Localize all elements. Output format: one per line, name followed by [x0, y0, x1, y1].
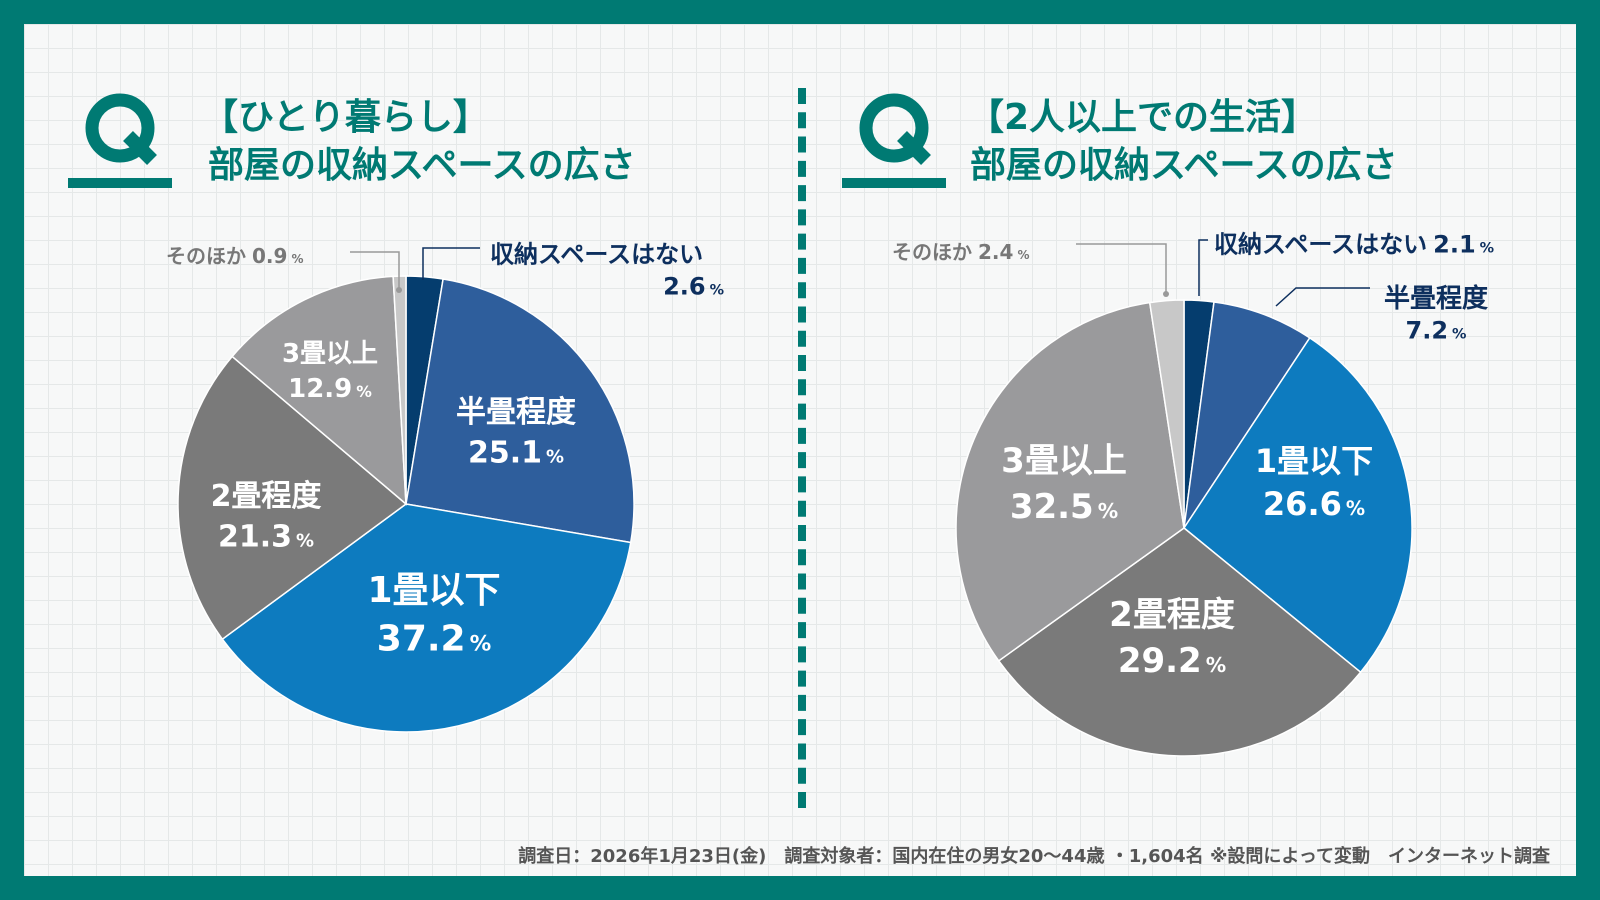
- pie-slice-2-5: [955, 301, 1185, 662]
- left-title-line2: 部屋の収納スペースの広さ: [208, 145, 636, 186]
- q-icon-left: Q: [68, 88, 172, 188]
- leader-line-2-2: [1275, 287, 1370, 307]
- slice-label-2-2: 半畳程度: [1384, 283, 1488, 314]
- slice-label-2-3: 1畳以下: [1255, 442, 1373, 480]
- infographic-frame: Q 【ひとり暮らし】 部屋の収納スペースの広さ Q 【2人以上での生活】 部屋の…: [24, 24, 1576, 876]
- slice-value-2-2: 7.2%: [1406, 316, 1467, 344]
- leader-dot-1-6: [396, 287, 402, 293]
- slice-label-1-5: 3畳以上: [282, 339, 378, 369]
- slice-label-2-1: 収納スペースはない: [1214, 230, 1427, 258]
- leader-line-2-1: [1198, 239, 1208, 296]
- slice-label-2-5: 3畳以上: [1001, 441, 1127, 481]
- pie-slice-1-5: [231, 275, 407, 506]
- right-title-line2: 部屋の収納スペースの広さ: [970, 145, 1398, 186]
- q-icon-right: Q: [842, 88, 946, 188]
- slice-label-1-2: 半畳程度: [456, 395, 576, 430]
- slice-label-1-4: 2畳程度: [211, 479, 322, 514]
- slice-value-2-1: 2.1%: [1433, 230, 1494, 258]
- slice-label-1-1: 収納スペースはない: [490, 240, 703, 268]
- pie-slice-1-3: [221, 503, 632, 733]
- pie-slice-2-3: [1183, 336, 1413, 674]
- slice-label-2-4: 2畳程度: [1109, 595, 1235, 635]
- slice-value-1-1: 2.6%: [663, 272, 724, 300]
- center-divider: [798, 88, 806, 808]
- pie-slice-1-4: [177, 355, 408, 641]
- slice-value-2-6: 2.4%: [978, 240, 1029, 264]
- pie-slice-2-4: [997, 527, 1362, 757]
- slice-value-1-6: 0.9%: [252, 244, 303, 268]
- pie-slice-2-6: [1148, 299, 1185, 529]
- left-title-line1: 【ひとり暮らし】: [202, 97, 489, 138]
- pie-slice-2-2: [1183, 301, 1311, 529]
- leader-dot-2-6: [1163, 291, 1169, 297]
- slice-label-2-6: そのほか: [892, 240, 972, 264]
- leader-line-1-1: [422, 247, 480, 280]
- slice-value-2-5: 32.5%: [1010, 487, 1118, 527]
- pie-slice-1-2: [405, 278, 635, 544]
- slice-label-1-6: そのほか: [166, 244, 246, 268]
- right-title-line1: 【2人以上での生活】: [968, 97, 1318, 138]
- leader-line-2-6: [1076, 243, 1167, 294]
- leader-line-1-6: [350, 251, 400, 290]
- survey-footer: 調査日：2026年1月23日(金) 調査対象者：国内在住の男女20〜44歳 ・1…: [518, 846, 1550, 867]
- slice-label-1-3: 1畳以下: [367, 570, 500, 611]
